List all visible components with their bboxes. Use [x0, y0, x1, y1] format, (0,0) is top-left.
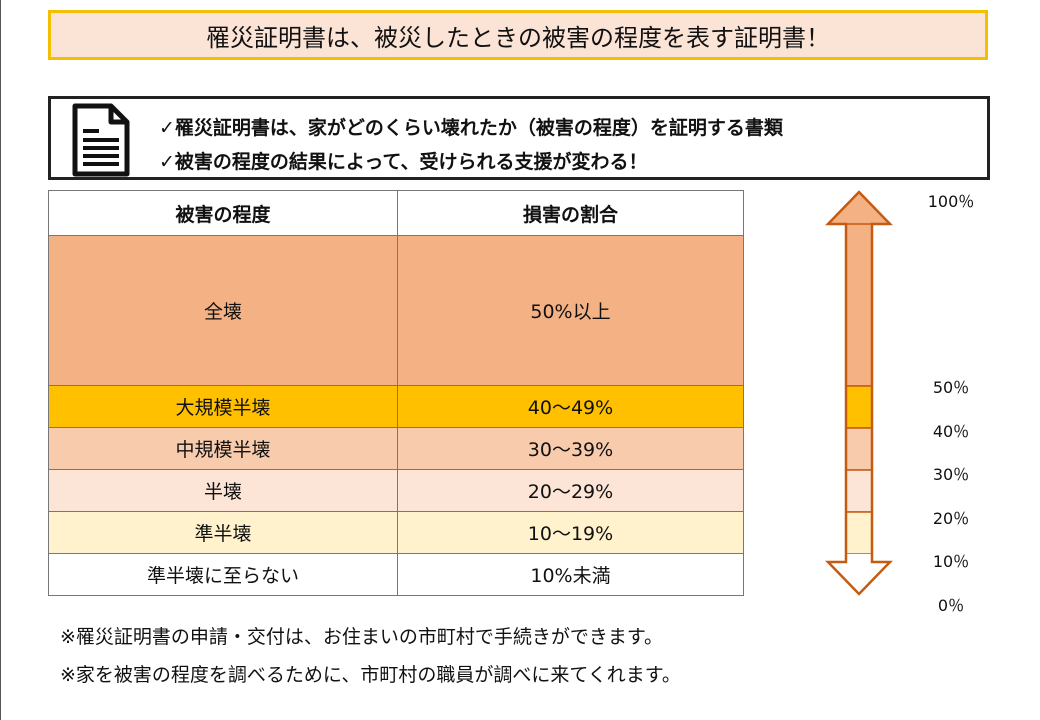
note-2: ※家を被害の程度を調べるために、市町村の職員が調べに来てくれます。	[60, 664, 681, 686]
cell-ratio: 40～49%	[397, 385, 744, 428]
page-title: 罹災証明書は、被災したときの被害の程度を表す証明書！	[48, 10, 988, 60]
scale-segment	[845, 511, 873, 555]
scale-segment	[845, 427, 873, 471]
info-line-1: ✓罹災証明書は、家がどのくらい壊れたか（被害の程度）を証明する書類	[159, 117, 783, 139]
arrow-outline	[825, 190, 893, 596]
scale-segment	[845, 223, 873, 387]
cell-level: 準半壊	[48, 511, 398, 554]
scale-segment	[845, 469, 873, 513]
table-row: 大規模半壊 40～49%	[48, 385, 744, 428]
page-left-border	[0, 0, 1, 720]
table-row: 全壊 50%以上	[48, 235, 744, 386]
damage-level-table: 被害の程度 損害の割合 全壊 50%以上 大規模半壊 40～49% 中規模半壊 …	[48, 190, 744, 596]
cell-level: 中規模半壊	[48, 427, 398, 470]
cell-level: 準半壊に至らない	[48, 553, 398, 596]
scale-label-10: 10％	[932, 552, 970, 571]
cell-ratio: 20～29%	[397, 469, 744, 512]
note-1: ※罹災証明書の申請・交付は、お住まいの市町村で手続きができます。	[60, 626, 664, 648]
arrow-head-up	[828, 192, 890, 230]
scale-label-40: 40％	[932, 422, 970, 441]
cell-ratio: 50%以上	[397, 235, 744, 386]
cell-ratio: 10%未満	[397, 553, 744, 596]
table-row: 準半壊 10～19%	[48, 511, 744, 554]
table-row: 準半壊に至らない 10%未満	[48, 553, 744, 596]
cell-level: 大規模半壊	[48, 385, 398, 428]
document-icon	[72, 103, 130, 177]
header-damage-level: 被害の程度	[48, 190, 398, 236]
scale-segment	[845, 385, 873, 429]
scale-label-0: 0％	[937, 596, 965, 615]
scale-label-30: 30％	[932, 465, 970, 484]
info-box: ✓罹災証明書は、家がどのくらい壊れたか（被害の程度）を証明する書類 ✓被害の程度…	[48, 96, 990, 180]
scale-label-100: 100％	[927, 192, 975, 211]
cell-level: 全壊	[48, 235, 398, 386]
table-header-row: 被害の程度 損害の割合	[48, 190, 744, 236]
damage-scale-arrow	[825, 190, 893, 596]
cell-ratio: 10～19%	[397, 511, 744, 554]
table-row: 半壊 20～29%	[48, 469, 744, 512]
scale-label-50: 50％	[932, 378, 970, 397]
header-loss-ratio: 損害の割合	[397, 190, 744, 236]
table-row: 中規模半壊 30～39%	[48, 427, 744, 470]
arrow-head-down	[828, 554, 890, 594]
info-line-2: ✓被害の程度の結果によって、受けられる支援が変わる！	[159, 151, 648, 173]
cell-ratio: 30～39%	[397, 427, 744, 470]
scale-label-20: 20％	[932, 509, 970, 528]
cell-level: 半壊	[48, 469, 398, 512]
